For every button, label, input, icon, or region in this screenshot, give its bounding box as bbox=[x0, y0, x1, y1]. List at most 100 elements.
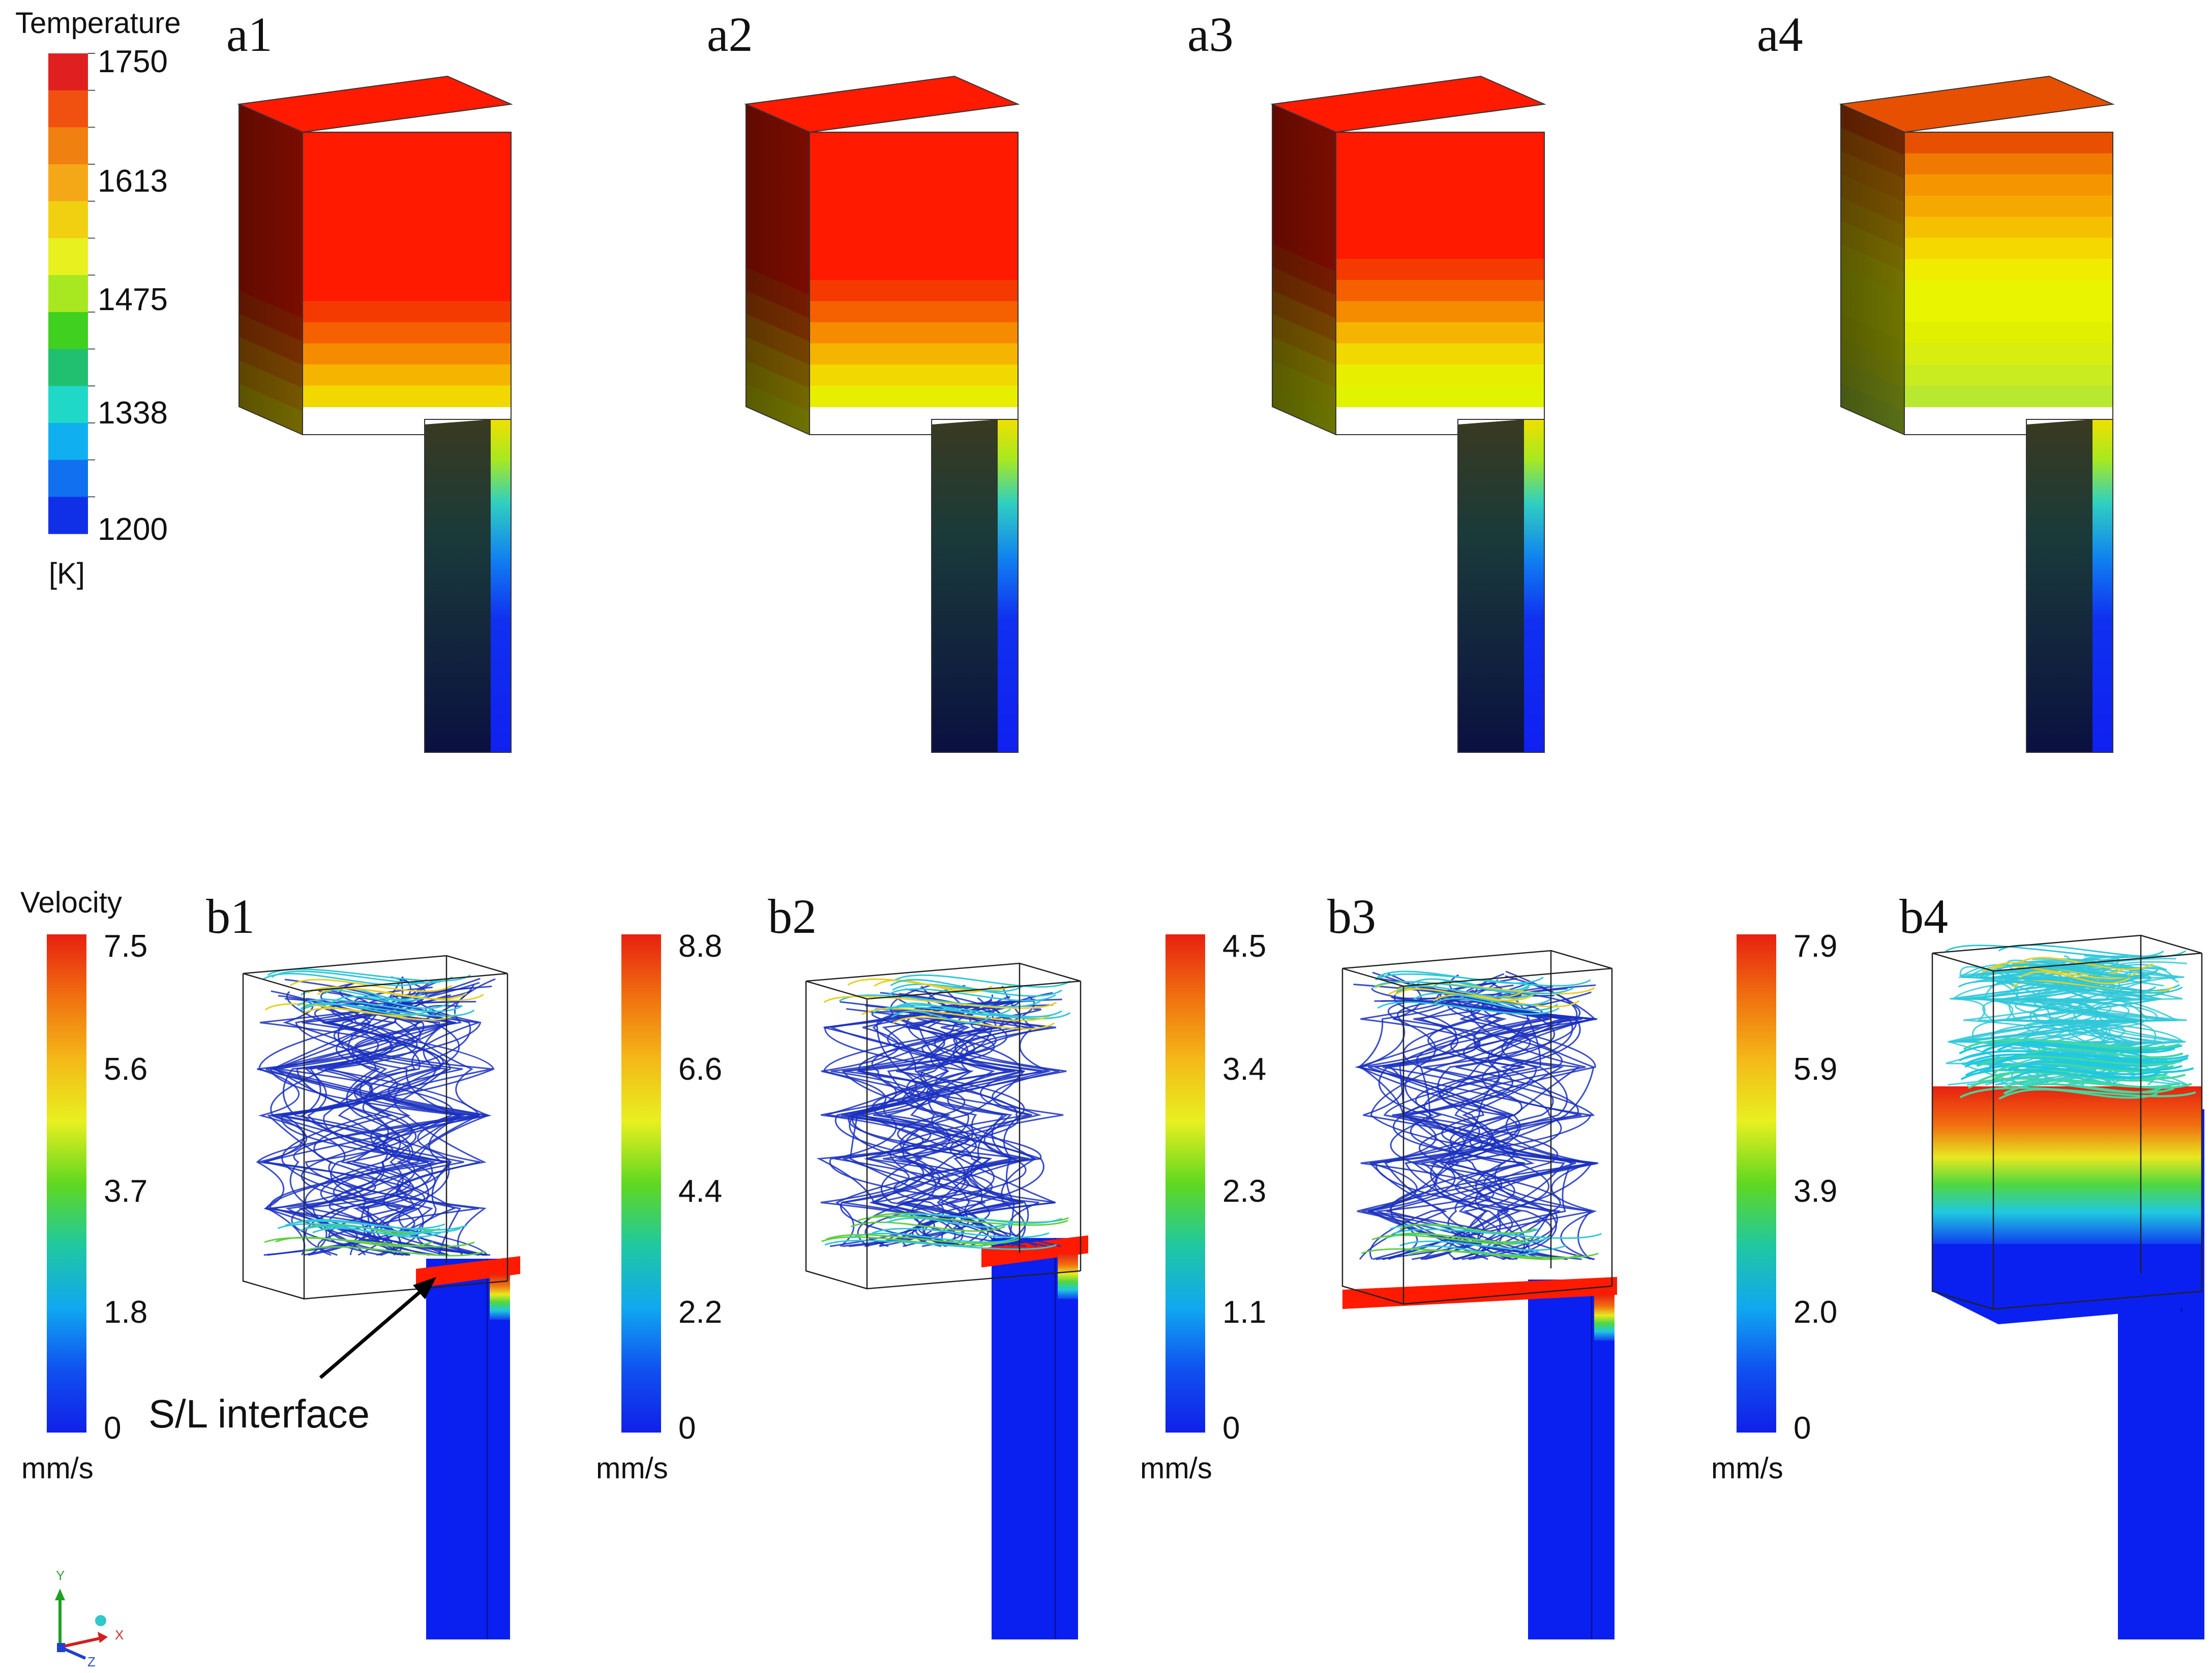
streamline-swirl bbox=[892, 974, 1071, 988]
velocity-tick: 3.9 bbox=[1793, 1174, 1837, 1209]
velocity-panel-b2 bbox=[805, 962, 1088, 1639]
velocity-tick: 3.4 bbox=[1222, 1052, 1266, 1087]
streamline bbox=[1383, 972, 1563, 1260]
streamline-swirl bbox=[1994, 978, 2180, 992]
streamline-bottom bbox=[277, 1223, 461, 1234]
casting-front-band bbox=[1336, 217, 1544, 238]
streamline bbox=[1376, 991, 1592, 1260]
streamline-dense bbox=[2017, 1048, 2184, 1059]
streamline-swirl bbox=[885, 1004, 1062, 1018]
solid-stem bbox=[992, 1238, 1078, 1639]
stem-side-face bbox=[1458, 419, 1524, 752]
panel-label-b2: b2 bbox=[768, 889, 817, 944]
casting-front-band bbox=[810, 153, 1018, 175]
streamline-swirl bbox=[307, 986, 467, 1000]
casting-side-shade bbox=[239, 104, 303, 435]
casting-front-band bbox=[810, 364, 1018, 386]
streamline-dense bbox=[1993, 1062, 2165, 1074]
streamline bbox=[840, 985, 973, 1248]
stem-outline bbox=[424, 419, 512, 753]
streamline bbox=[278, 995, 436, 1256]
streamline-dense bbox=[2005, 1083, 2162, 1095]
streamline-dense bbox=[1996, 1052, 2189, 1064]
casting-front-band bbox=[303, 280, 511, 302]
temperature-tick-1613: 1613 bbox=[98, 164, 168, 199]
streamline bbox=[830, 997, 1029, 1247]
stem-side-face bbox=[932, 419, 998, 752]
streamline bbox=[1363, 1000, 1573, 1260]
stem-front-face bbox=[491, 419, 511, 752]
temperature-colorbar-band bbox=[48, 238, 88, 276]
casting-front-band bbox=[810, 237, 1018, 260]
casting-front-band bbox=[1904, 132, 2113, 154]
casting-side-shade bbox=[746, 104, 810, 435]
streamline-bottom bbox=[872, 1228, 1050, 1238]
solid-stem-lower bbox=[2118, 1312, 2204, 1639]
casting-front-band bbox=[1904, 153, 2113, 175]
streamline bbox=[858, 988, 1061, 1248]
streamline bbox=[328, 993, 454, 1256]
domain-wireframe bbox=[1341, 950, 1613, 1305]
temperature-panels bbox=[237, 75, 2115, 753]
axis-label-z: Z bbox=[87, 1654, 96, 1669]
casting-front-band bbox=[303, 237, 511, 260]
casting-front-band bbox=[810, 217, 1018, 238]
panel-label-a2: a2 bbox=[707, 7, 753, 62]
streamline-swirl bbox=[887, 988, 1056, 1002]
velocity-colorbar bbox=[47, 934, 86, 1433]
annotation-arrow-line bbox=[319, 1282, 431, 1379]
casting-front-band bbox=[1336, 174, 1544, 196]
velocity-legend-3: 4.5 3.4 2.3 1.1 0 mm/s bbox=[1140, 929, 1266, 1485]
casting-front-band bbox=[1336, 195, 1544, 218]
streamline-bottom bbox=[1392, 1228, 1602, 1239]
stem-outline bbox=[2026, 419, 2113, 753]
casting-front-band bbox=[303, 259, 511, 281]
velocity-tick: 4.4 bbox=[678, 1174, 722, 1209]
velocity-tick: 0 bbox=[678, 1411, 696, 1446]
streamline-swirl bbox=[890, 979, 1024, 992]
temperature-colorbar-band bbox=[48, 386, 88, 423]
streamline-dense bbox=[1967, 1077, 2180, 1089]
streamline-bottom bbox=[290, 1219, 445, 1230]
stem-front-face bbox=[2093, 419, 2113, 752]
velocity-tick: 0 bbox=[1222, 1411, 1240, 1446]
casting-front-band bbox=[1336, 322, 1544, 344]
temperature-colorbar-band bbox=[48, 127, 88, 165]
streamline bbox=[829, 993, 1020, 1248]
temperature-colorbar-band bbox=[48, 275, 88, 313]
streamline-swirl bbox=[861, 1008, 1053, 1021]
streamline bbox=[824, 1004, 1053, 1248]
streamline-dense bbox=[1959, 1087, 2196, 1099]
casting-front-band bbox=[810, 174, 1018, 196]
temperature-panel-a4 bbox=[1839, 75, 2115, 753]
casting-front-band bbox=[810, 132, 1018, 154]
casting-front-band bbox=[1336, 364, 1544, 386]
streamline bbox=[258, 976, 414, 1256]
domain-wireframe bbox=[242, 955, 509, 1300]
casting-front-outline bbox=[1335, 132, 1545, 435]
temperature-colorbar-band bbox=[48, 164, 88, 202]
streamline-swirl bbox=[300, 1002, 432, 1016]
velocity-tick: 0 bbox=[1793, 1411, 1811, 1446]
streamline-bottom bbox=[1399, 1223, 1536, 1234]
streamline-swirl bbox=[1432, 997, 1559, 1011]
streamline bbox=[823, 992, 993, 1248]
velocity-colorbar bbox=[1737, 934, 1776, 1433]
stem-outline bbox=[1457, 419, 1545, 753]
streamline bbox=[820, 1008, 1042, 1248]
casting-front-band bbox=[303, 217, 511, 238]
casting-front-band bbox=[1904, 217, 2113, 238]
casting-front-band bbox=[1904, 259, 2113, 281]
temperature-tick-1338: 1338 bbox=[98, 396, 168, 431]
temperature-colorbar-band bbox=[48, 422, 88, 461]
streamline bbox=[1372, 984, 1593, 1260]
streamline bbox=[1416, 986, 1579, 1260]
panel-label-b1: b1 bbox=[206, 889, 255, 944]
casting-front-band bbox=[1904, 174, 2113, 196]
casting-front-band bbox=[1904, 301, 2113, 323]
temperature-colorbar-band bbox=[48, 201, 88, 238]
annotation-arrowhead bbox=[413, 1277, 436, 1299]
velocity-colorbar bbox=[621, 934, 661, 1433]
casting-front-band bbox=[303, 195, 511, 218]
